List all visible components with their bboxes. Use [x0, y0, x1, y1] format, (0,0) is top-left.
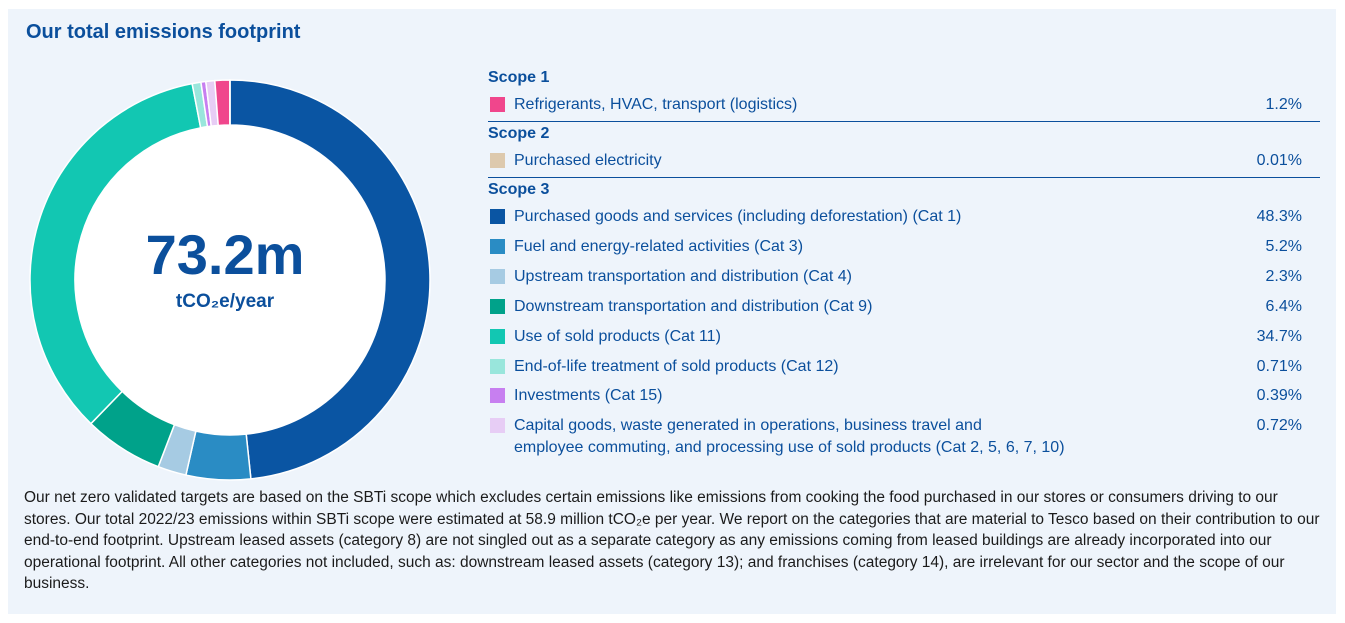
legend-label: Purchased goods and services (including …: [514, 208, 962, 225]
legend-swatch: [490, 388, 505, 403]
legend-swatch: [490, 209, 505, 224]
legend-item: Purchased electricity 0.01%: [488, 150, 1320, 172]
legend-percent: 34.7%: [1256, 328, 1302, 345]
legend-swatch: [490, 299, 505, 314]
legend-label: Fuel and energy-related activities (Cat …: [514, 238, 804, 255]
scope-divider: [488, 177, 1320, 178]
legend-label: Refrigerants, HVAC, transport (logistics…: [514, 96, 798, 113]
legend-item: Fuel and energy-related activities (Cat …: [488, 236, 1320, 258]
scope-1-heading: Scope 1: [488, 69, 550, 86]
legend-swatch: [490, 239, 505, 254]
legend-percent: 5.2%: [1265, 238, 1302, 255]
legend-item: Purchased goods and services (including …: [488, 206, 1320, 228]
legend-percent: 6.4%: [1265, 298, 1302, 315]
legend-percent: 0.72%: [1256, 417, 1302, 434]
legend-label: Purchased electricity: [514, 152, 662, 169]
legend-percent: 0.01%: [1256, 152, 1302, 169]
legend-percent: 1.2%: [1265, 96, 1302, 113]
donut-slice: [185, 430, 252, 481]
legend-item: End-of-life treatment of sold products (…: [488, 356, 1320, 378]
legend-label: Capital goods, waste generated in operat…: [514, 417, 982, 434]
legend-label: Investments (Cat 15): [514, 387, 663, 404]
legend-label: Use of sold products (Cat 11): [514, 328, 721, 345]
scope-3-heading: Scope 3: [488, 181, 550, 198]
legend-label: Upstream transportation and distribution…: [514, 268, 852, 285]
footnote: Our net zero validated targets are based…: [24, 489, 1320, 592]
legend-item: Use of sold products (Cat 11) 34.7%: [488, 326, 1320, 348]
legend-label: End-of-life treatment of sold products (…: [514, 358, 839, 375]
total-emissions-value: 73.2m: [145, 223, 305, 286]
legend-swatch: [490, 269, 505, 284]
emissions-donut-chart: [29, 79, 431, 481]
legend-item: Investments (Cat 15) 0.39%: [488, 385, 1320, 407]
chart-title: Our total emissions footprint: [26, 21, 301, 43]
legend-item: Downstream transportation and distributi…: [488, 296, 1320, 318]
donut-slice: [213, 79, 231, 127]
legend-swatch: [490, 97, 505, 112]
legend-swatch: [490, 359, 505, 374]
scope-2-heading: Scope 2: [488, 125, 550, 142]
legend-swatch: [490, 153, 505, 168]
donut-hole: [75, 125, 385, 435]
legend-item: Capital goods, waste generated in operat…: [488, 415, 1320, 459]
legend-percent: 0.71%: [1256, 358, 1302, 375]
legend-percent: 2.3%: [1265, 268, 1302, 285]
emissions-panel: Our total emissions footprint 73.2m tCO₂…: [8, 9, 1336, 614]
legend-label: Downstream transportation and distributi…: [514, 298, 873, 315]
legend-item: Refrigerants, HVAC, transport (logistics…: [488, 94, 1320, 116]
legend-percent: 48.3%: [1256, 208, 1302, 225]
legend-label-line-2: employee commuting, and processing use o…: [514, 439, 1065, 456]
legend-percent: 0.39%: [1256, 387, 1302, 404]
total-emissions-unit: tCO₂e/year: [175, 291, 275, 312]
legend-swatch: [490, 418, 505, 433]
scope-divider: [488, 121, 1320, 122]
legend-swatch: [490, 329, 505, 344]
legend-item: Upstream transportation and distribution…: [488, 266, 1320, 288]
